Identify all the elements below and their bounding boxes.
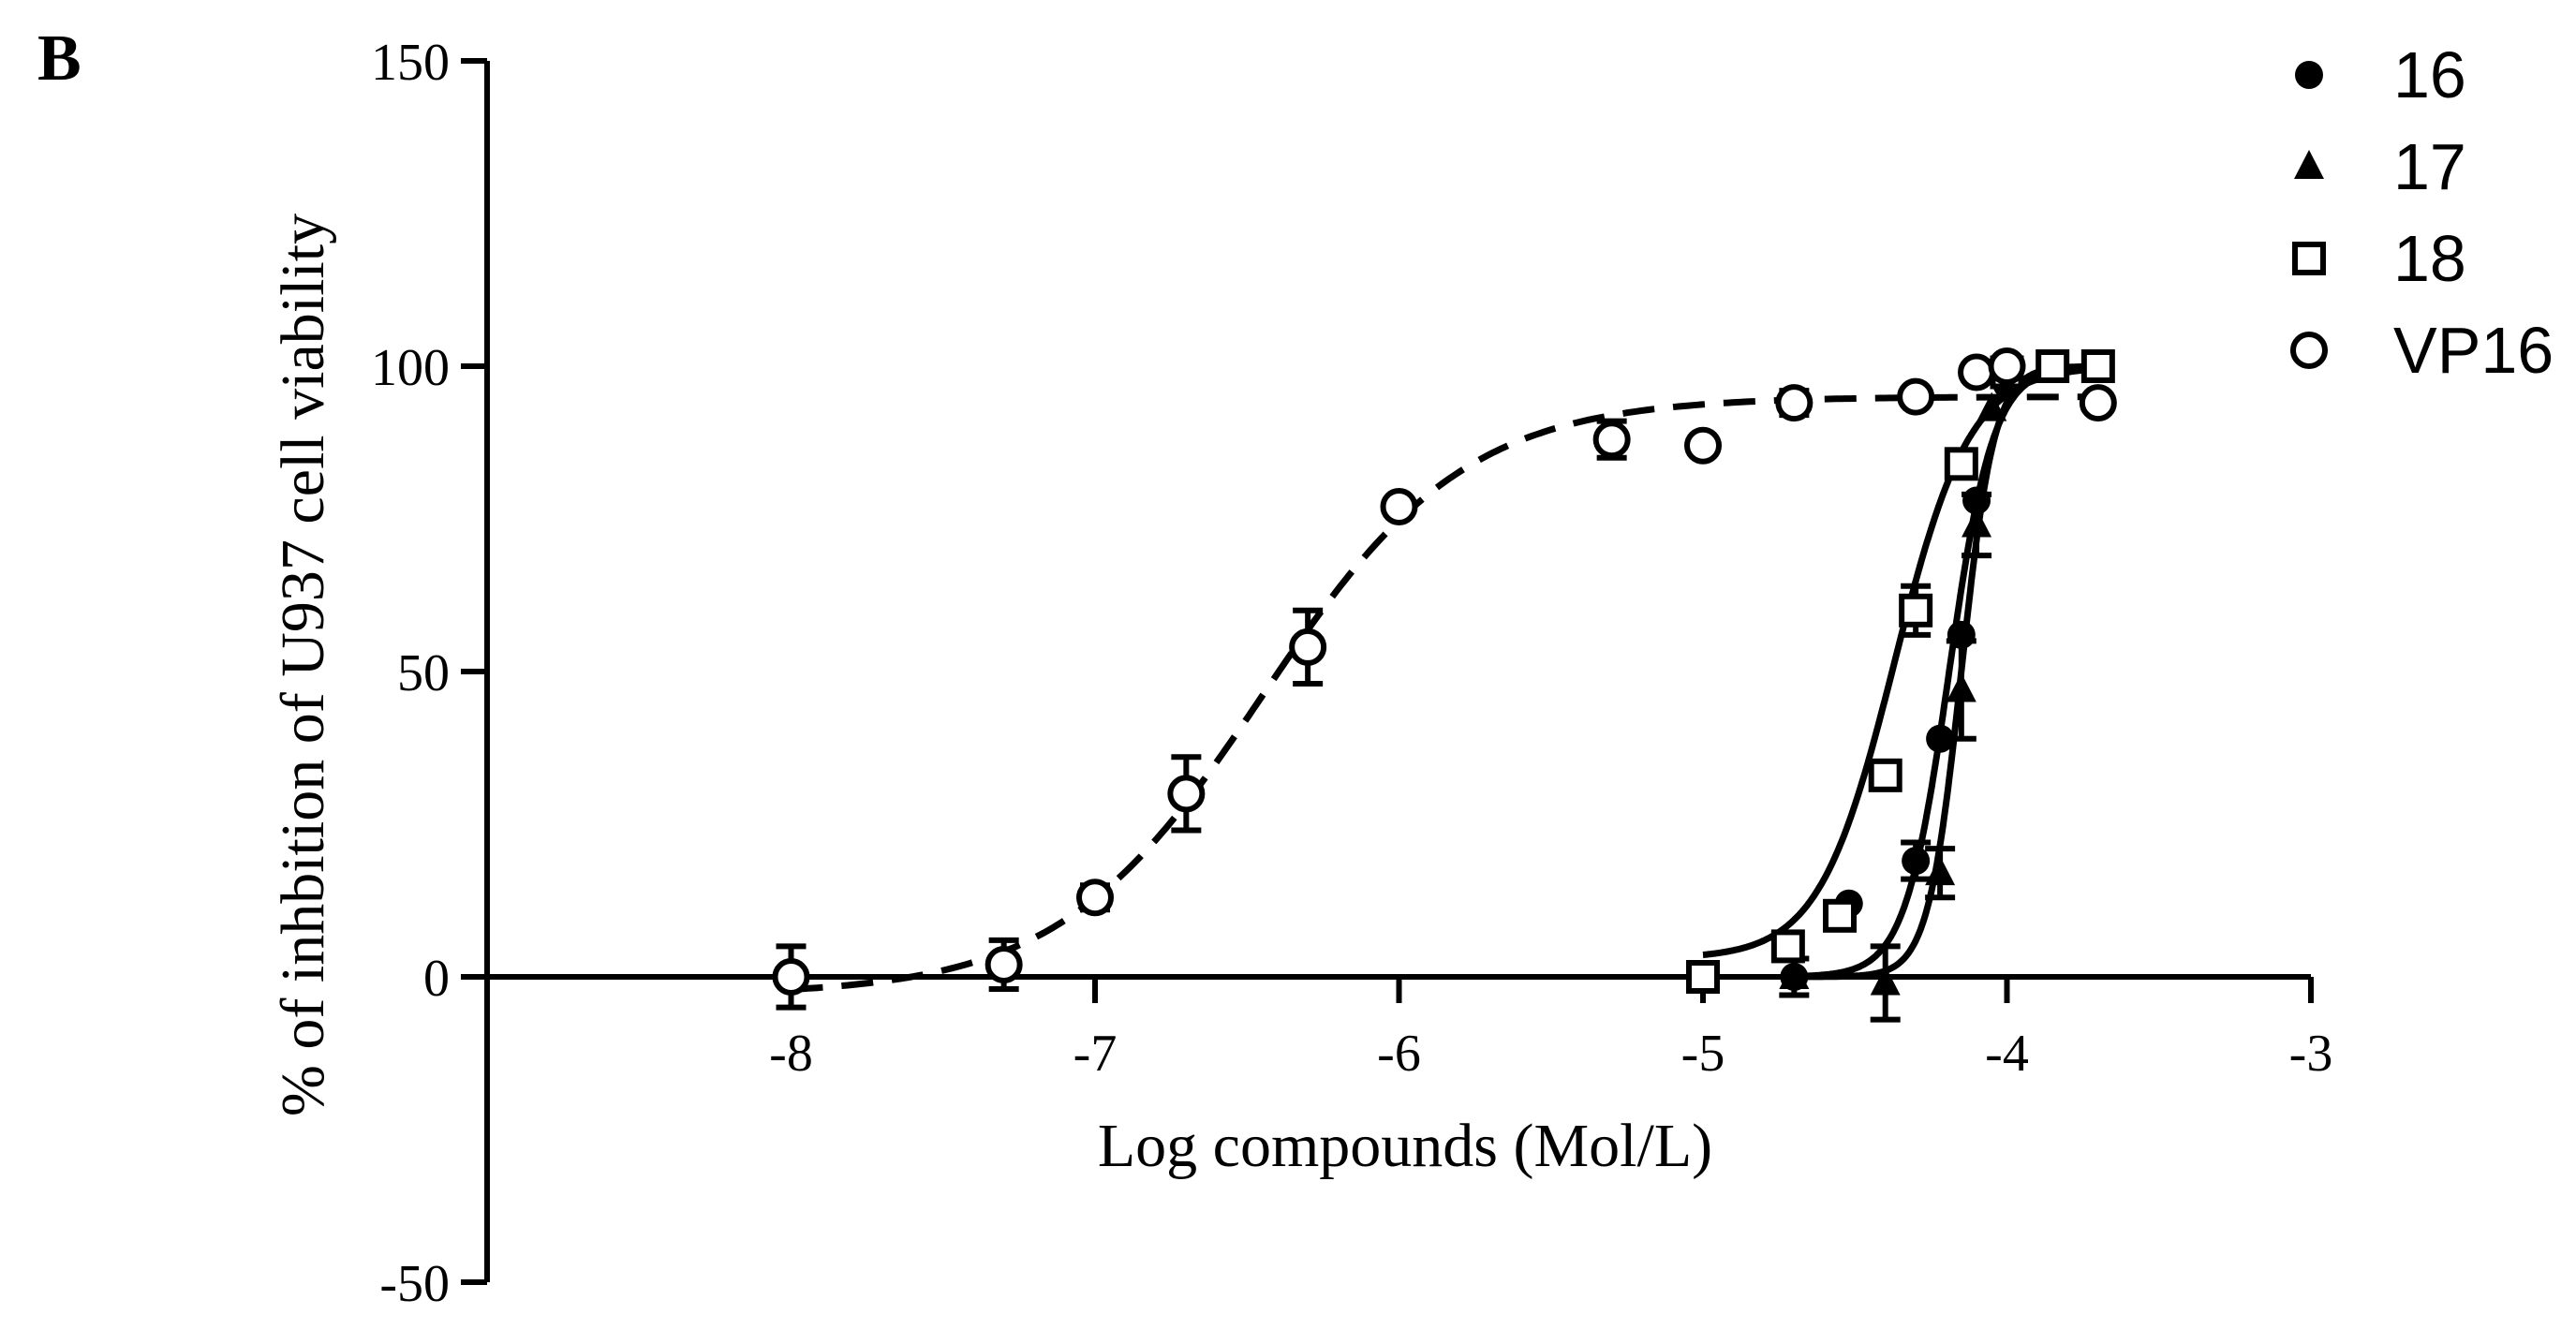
point-18 — [1868, 758, 1902, 792]
y-tick-label: 150 — [371, 34, 450, 92]
point-VP16 — [1076, 879, 1114, 917]
point-18 — [1686, 960, 1720, 994]
point-18 — [2080, 349, 2115, 383]
legend-marker-18 — [2292, 242, 2326, 275]
x-tick-label: -6 — [1377, 1025, 1421, 1083]
data-points — [772, 347, 2117, 1023]
legend-label-18: 18 — [2393, 222, 2466, 295]
x-tick-label: -8 — [769, 1025, 813, 1083]
x-tick-label: -5 — [1681, 1025, 1725, 1083]
panel-label: B — [37, 22, 81, 95]
y-axis-title: % of inhbition of U937 cell viability — [269, 214, 337, 1116]
point-18 — [1899, 593, 1933, 628]
point-17 — [1925, 856, 1956, 886]
legend-marker-VP16 — [2290, 332, 2328, 369]
point-VP16 — [2079, 384, 2117, 422]
point-17 — [1946, 672, 1976, 702]
point-17 — [1870, 966, 1901, 996]
point-17 — [1779, 960, 1810, 989]
legend: 16 17 18 VP16 — [2290, 38, 2554, 387]
fit-curve-VP16 — [791, 393, 2098, 993]
legend-marker-16 — [2295, 61, 2323, 89]
point-18 — [1770, 929, 1805, 964]
point-VP16 — [985, 945, 1023, 983]
point-VP16 — [772, 958, 810, 996]
point-VP16 — [1380, 487, 1418, 525]
x-axis-title: Log compounds (Mol/L) — [1098, 1112, 1712, 1180]
point-VP16 — [1897, 377, 1935, 416]
point-VP16 — [1988, 347, 2026, 385]
y-tick-label: 50 — [397, 644, 450, 702]
point-VP16 — [1958, 353, 1996, 391]
x-tick-label: -3 — [2289, 1025, 2333, 1083]
point-VP16 — [1592, 421, 1631, 459]
point-VP16 — [1167, 775, 1206, 813]
point-18 — [2036, 349, 2070, 383]
legend-label-16: 16 — [2393, 38, 2466, 111]
legend-label-17: 17 — [2393, 130, 2466, 203]
fit-curve-18 — [1702, 365, 2099, 958]
point-17 — [1962, 508, 1992, 538]
point-18 — [1944, 447, 1978, 481]
y-tick-label: -50 — [379, 1255, 450, 1313]
point-VP16 — [1775, 384, 1814, 422]
legend-label-VP16: VP16 — [2393, 314, 2554, 387]
x-tick-label: -4 — [1985, 1025, 2029, 1083]
fit-curves — [791, 362, 2099, 993]
legend-marker-17 — [2294, 150, 2324, 179]
y-tick-label: 100 — [371, 339, 450, 397]
point-VP16 — [1289, 628, 1327, 666]
point-VP16 — [1684, 426, 1722, 465]
y-tick-label: 0 — [423, 950, 450, 1008]
point-18 — [1823, 898, 1858, 933]
x-tick-label: -7 — [1073, 1025, 1118, 1083]
point-17 — [1976, 391, 2007, 421]
point-16 — [1926, 724, 1955, 753]
point-16 — [1902, 847, 1931, 876]
